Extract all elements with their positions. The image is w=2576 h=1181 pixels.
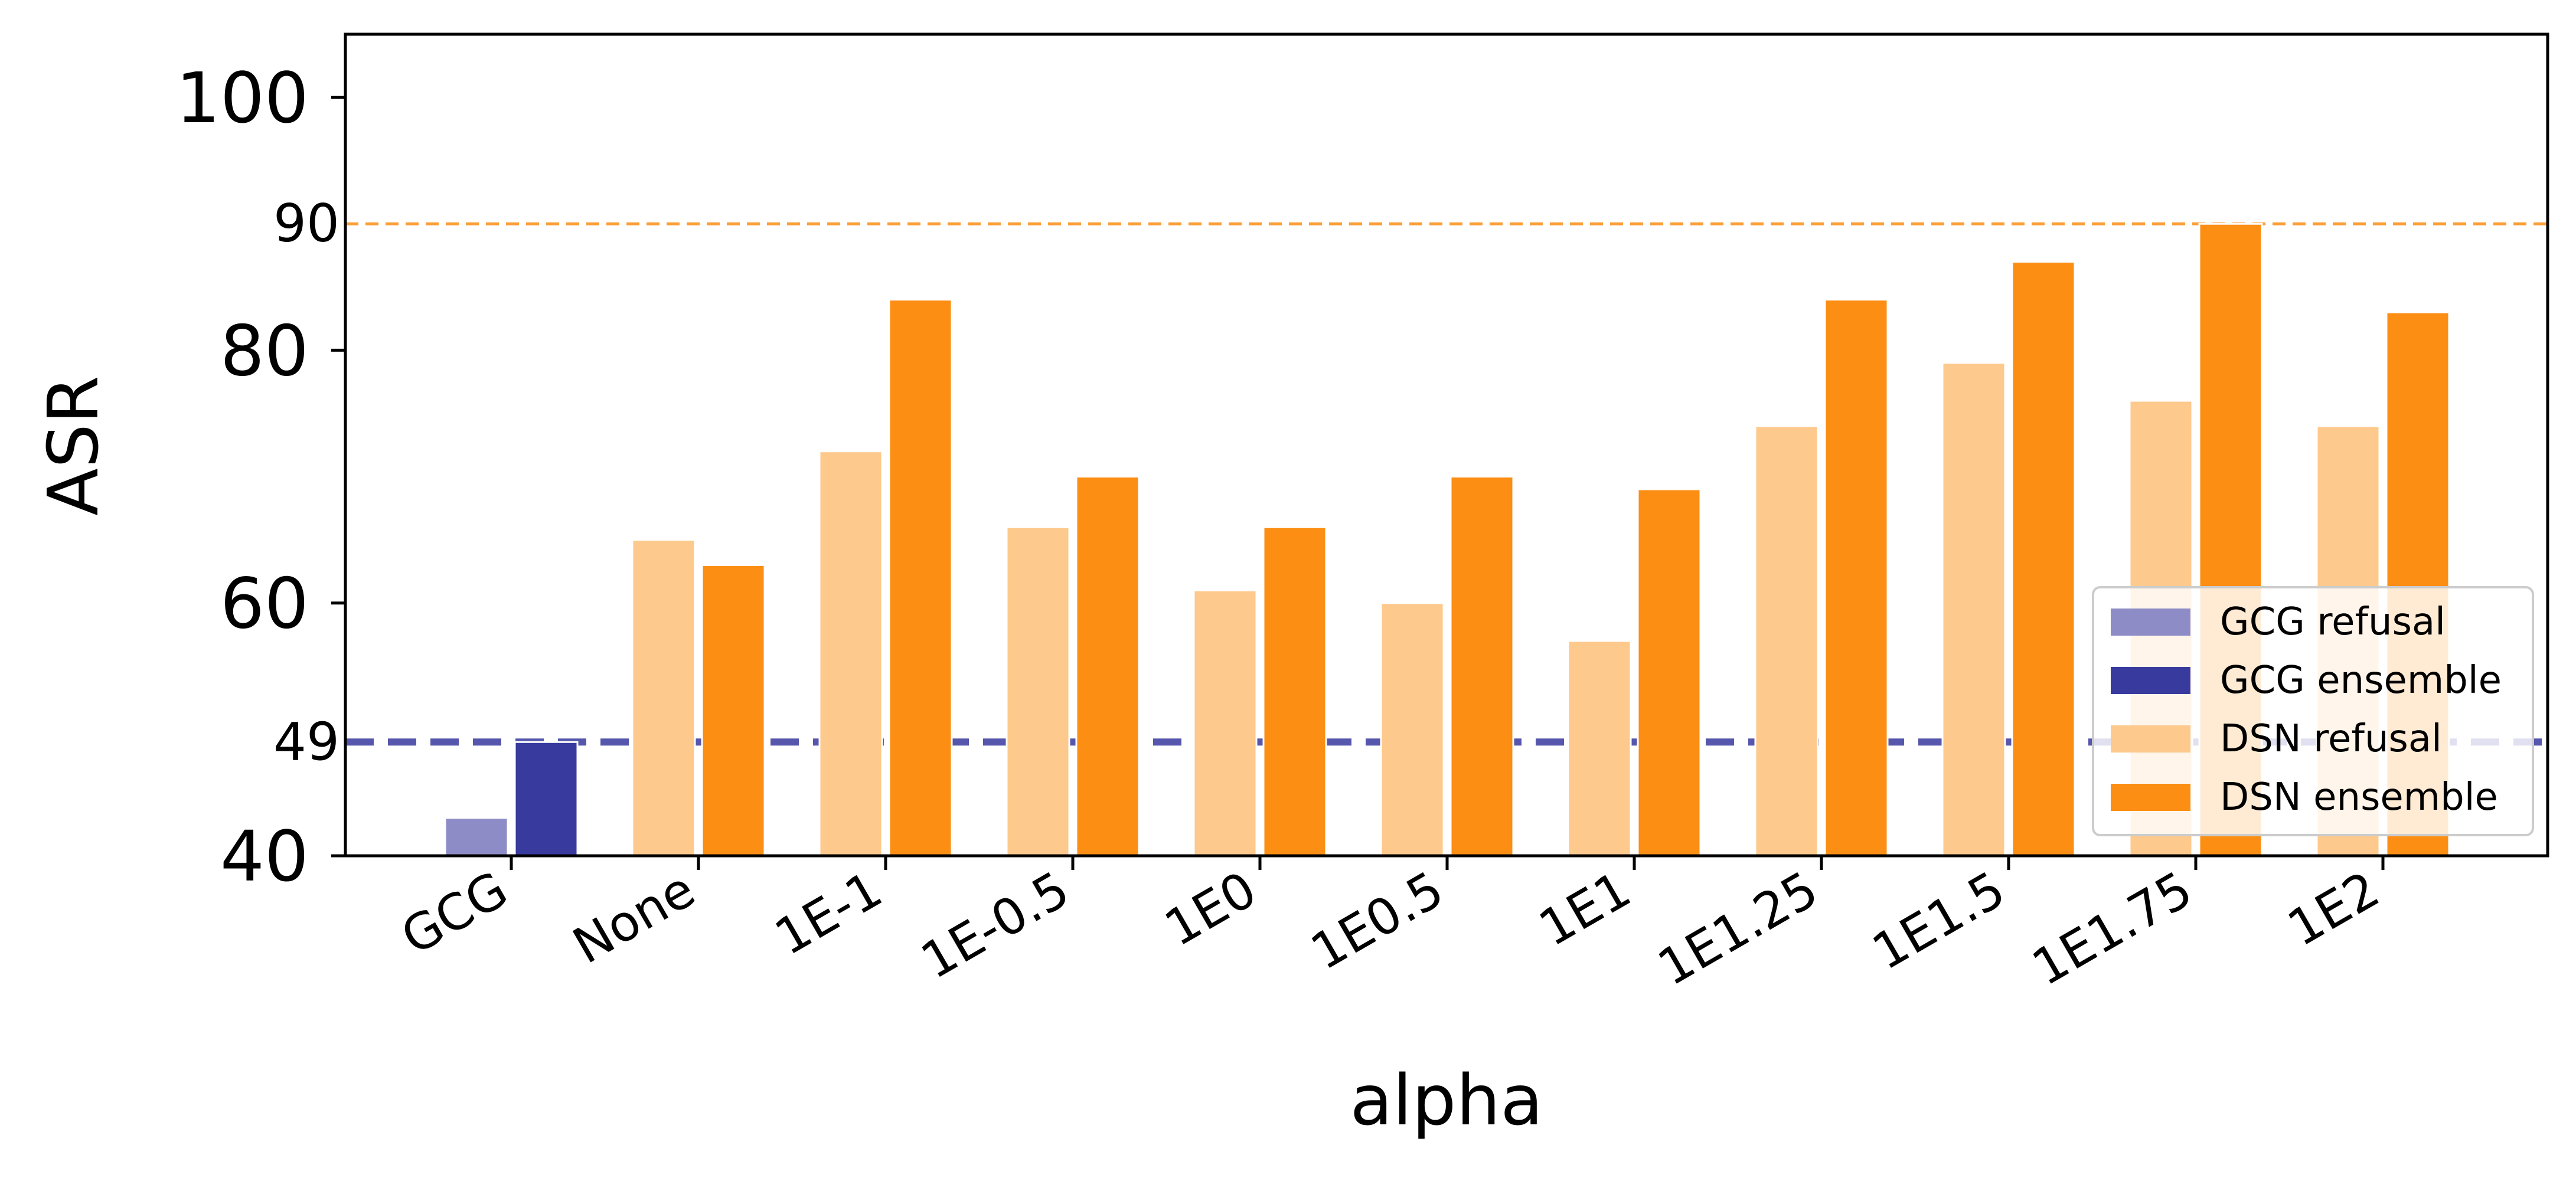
- legend-swatch-gcg-refusal: [2111, 609, 2190, 636]
- bar-dsn-ensemble-None: [701, 564, 766, 857]
- bar-dsn-refusal-1E0: [1193, 589, 1258, 857]
- x-tick-label-1E1.5: 1E1.5: [1863, 860, 2015, 981]
- legend-swatch-dsn-ensemble: [2111, 784, 2190, 811]
- reference-line-label-49: 49: [273, 711, 339, 772]
- x-tick-label-1E1.25: 1E1.25: [1648, 860, 1827, 997]
- bar-dsn-refusal-1E1.25: [1754, 425, 1819, 857]
- legend-swatch-gcg-ensemble: [2111, 667, 2190, 694]
- bar-gcg-refusal-GCG: [444, 817, 509, 857]
- x-tick-label-1E1.75: 1E1.75: [2023, 860, 2202, 997]
- bar-dsn-ensemble-1E-0.5: [1075, 476, 1140, 857]
- x-tick-label-1E0.5: 1E0.5: [1301, 860, 1453, 981]
- legend-label-gcg-refusal: GCG refusal: [2220, 600, 2446, 644]
- bar-dsn-refusal-1E0.5: [1380, 602, 1445, 857]
- bar-gcg-ensemble-GCG: [514, 741, 579, 857]
- x-ticks: GCG None 1E-1 1E-0.5 1E0 1E0.5 1E1 1E1.25 1E1.5 1…: [391, 856, 2389, 997]
- y-tick-label-100: 100: [176, 57, 309, 139]
- x-tick-label-1E1: 1E1: [1529, 860, 1640, 957]
- y-ticks: 40 60 80 100: [176, 57, 345, 897]
- bar-dsn-ensemble-1E1: [1637, 488, 1702, 857]
- bar-dsn-refusal-1E1: [1567, 640, 1632, 857]
- bar-dsn-refusal-1E-1: [818, 450, 883, 857]
- x-tick-label-GCG: GCG: [391, 860, 517, 966]
- bar-dsn-ensemble-1E1.5: [2011, 260, 2076, 857]
- y-tick-label-80: 80: [220, 310, 309, 391]
- x-tick-label-1E-1: 1E-1: [765, 860, 892, 966]
- legend-label-dsn-refusal: DSN refusal: [2220, 717, 2442, 761]
- bar-dsn-ensemble-1E0.5: [1449, 476, 1514, 857]
- legend-box: [2092, 586, 2534, 836]
- y-tick-label-40: 40: [220, 816, 309, 897]
- bar-dsn-refusal-None: [631, 539, 696, 857]
- x-tick-label-None: None: [563, 860, 704, 974]
- legend-swatch-dsn-refusal: [2111, 725, 2190, 753]
- bar-dsn-refusal-1E-0.5: [1005, 526, 1070, 857]
- legend: GCG refusal GCG ensemble DSN refusal DSN en…: [2092, 586, 2534, 836]
- bar-dsn-ensemble-1E-1: [888, 299, 953, 857]
- y-axis-label: ASR: [32, 375, 114, 516]
- x-tick-label-1E2: 1E2: [2278, 860, 2389, 957]
- bar-dsn-ensemble-1E1.25: [1824, 299, 1889, 857]
- reference-line-label-90: 90: [273, 193, 339, 254]
- x-tick-label-1E-0.5: 1E-0.5: [912, 860, 1079, 990]
- x-axis-label: alpha: [1350, 1059, 1543, 1141]
- legend-label-gcg-ensemble: GCG ensemble: [2220, 659, 2502, 702]
- bar-dsn-ensemble-1E0: [1262, 526, 1327, 857]
- x-tick-label-1E0: 1E0: [1155, 860, 1266, 957]
- y-tick-label-60: 60: [220, 563, 309, 645]
- bar-dsn-refusal-1E1.5: [1941, 362, 2006, 857]
- legend-label-dsn-ensemble: DSN ensemble: [2220, 776, 2498, 819]
